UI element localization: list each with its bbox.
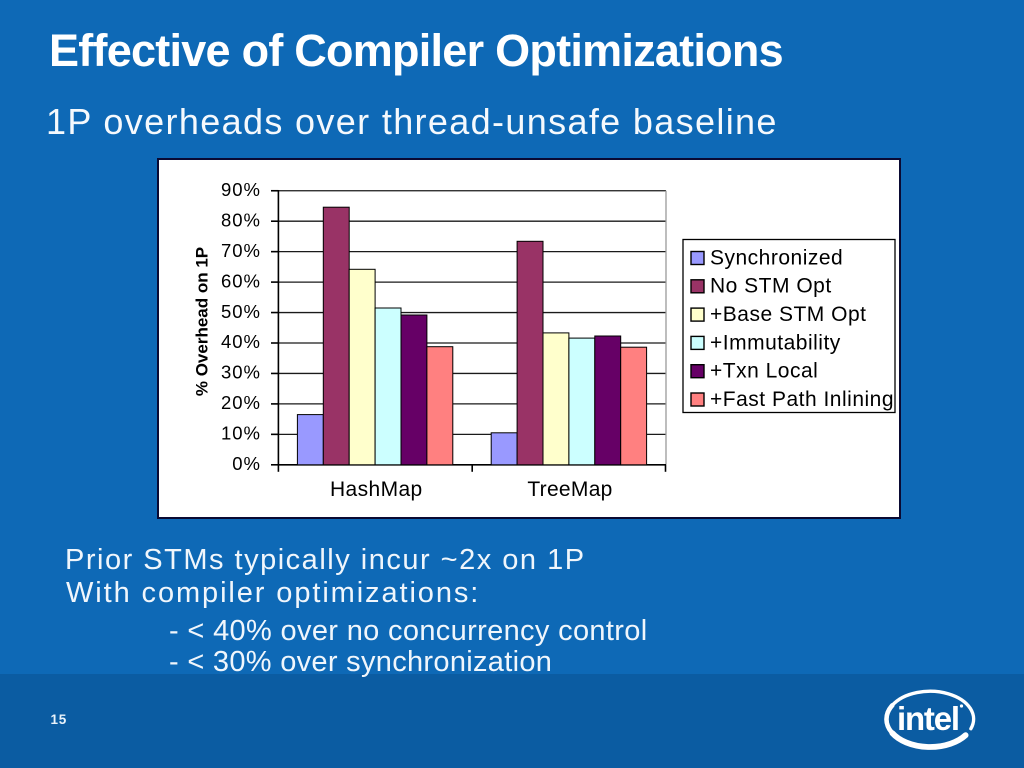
svg-text:80%: 80% xyxy=(221,209,261,230)
svg-text:30%: 30% xyxy=(221,362,261,383)
svg-text:+Txn Local: +Txn Local xyxy=(710,360,818,383)
svg-text:60%: 60% xyxy=(221,270,261,291)
svg-text:Synchronized: Synchronized xyxy=(710,246,843,269)
svg-text:+Immutability: +Immutability xyxy=(710,331,841,354)
svg-text:0%: 0% xyxy=(232,453,261,474)
svg-text:40%: 40% xyxy=(221,331,261,352)
svg-text:% Overhead on 1P: % Overhead on 1P xyxy=(193,247,212,396)
svg-text:TreeMap: TreeMap xyxy=(527,478,612,501)
svg-text:50%: 50% xyxy=(221,301,261,322)
svg-text:90%: 90% xyxy=(221,179,261,200)
svg-text:10%: 10% xyxy=(221,423,261,444)
svg-text:No STM Opt: No STM Opt xyxy=(710,275,832,298)
svg-text:70%: 70% xyxy=(221,240,261,261)
svg-text:HashMap: HashMap xyxy=(330,478,423,501)
svg-text:+Fast Path Inlining: +Fast Path Inlining xyxy=(710,388,894,411)
svg-text:+Base STM Opt: +Base STM Opt xyxy=(710,303,866,326)
svg-text:intel: intel xyxy=(897,700,959,737)
svg-text:20%: 20% xyxy=(221,392,261,413)
